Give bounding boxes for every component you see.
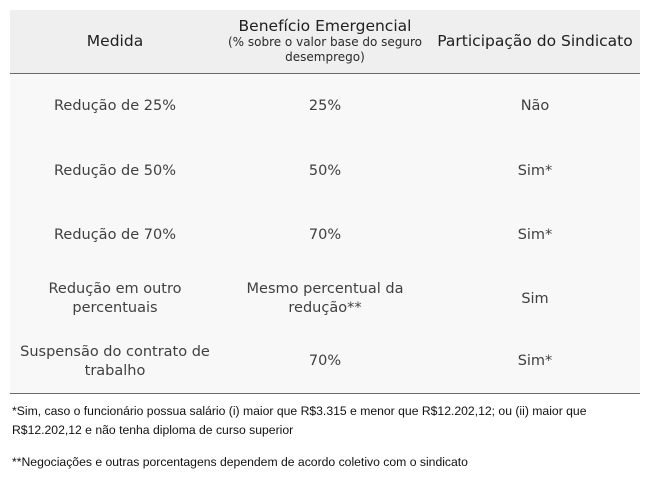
cell-beneficio: Mesmo percentual da redução** — [246, 281, 404, 316]
cell-participacao: Não — [520, 97, 550, 114]
cell-participacao: Sim* — [430, 331, 640, 394]
table-row: Redução em outro percentuais Mesmo perce… — [10, 267, 640, 331]
footnote-salary-condition: *Sim, caso o funcionário possua salário … — [12, 404, 587, 437]
footnote-negotiations: **Negociações e outras porcentagens depe… — [12, 455, 468, 469]
footnotes: *Sim, caso o funcionário possua salário … — [12, 402, 640, 472]
header-participacao: Participação do Sindicato — [430, 10, 640, 74]
cell-participacao: Sim — [521, 290, 549, 307]
cell-beneficio: 50% — [308, 162, 342, 179]
cell-beneficio: 70% — [220, 331, 430, 394]
header-beneficio: Benefício Emergencial (% sobre o valor b… — [220, 10, 430, 74]
header-beneficio-subtitle: (% sobre o valor base do seguro desempre… — [227, 35, 423, 65]
table-body: Redução de 25% 25% Não Redução de 50% 50… — [10, 73, 640, 394]
cell-beneficio: 70% — [308, 226, 342, 243]
table-row: Redução de 70% 70% Sim* — [10, 203, 640, 267]
cell-medida: Redução de 25% — [53, 97, 177, 114]
table-row: Suspensão do contrato de trabalho 70% Si… — [10, 331, 640, 394]
header-medida: Medida — [10, 10, 220, 74]
header-row: Medida Benefício Emergencial (% sobre o … — [10, 10, 640, 74]
benefit-table-container: Medida Benefício Emergencial (% sobre o … — [10, 10, 640, 394]
cell-medida: Redução em outro percentuais — [48, 281, 182, 316]
benefit-table: Medida Benefício Emergencial (% sobre o … — [10, 10, 640, 394]
table-row: Redução de 25% 25% Não — [10, 73, 640, 139]
cell-participacao: Sim* — [517, 162, 553, 179]
cell-medida: Redução de 50% — [53, 162, 177, 179]
cell-medida: Suspensão do contrato de trabalho — [10, 331, 220, 394]
cell-beneficio: 25% — [308, 97, 342, 114]
cell-participacao: Sim* — [517, 226, 553, 243]
header-beneficio-title: Benefício Emergencial — [238, 17, 412, 36]
table-header: Medida Benefício Emergencial (% sobre o … — [10, 10, 640, 74]
cell-medida: Redução de 70% — [53, 226, 177, 243]
table-row: Redução de 50% 50% Sim* — [10, 139, 640, 203]
